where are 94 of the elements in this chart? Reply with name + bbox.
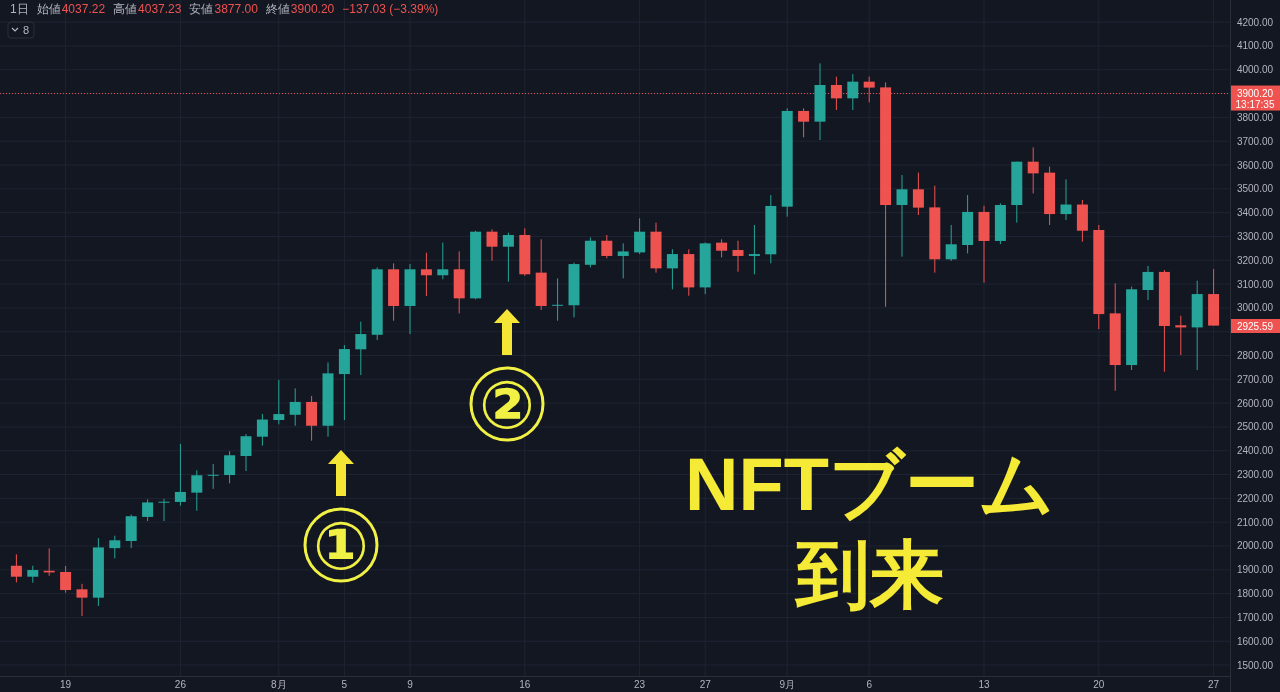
annotation: 8 — [23, 24, 30, 36]
candlestick — [486, 228, 498, 262]
candlestick — [240, 433, 252, 472]
y-tick-label: 3700.00 — [1236, 135, 1274, 147]
annotation: 4037.23 — [138, 2, 182, 16]
ref-line-label: 3900.20 — [1236, 88, 1274, 100]
candlestick — [420, 252, 432, 297]
candlestick — [732, 240, 744, 273]
candlestick — [437, 242, 449, 280]
y-tick-label: 1500.00 — [1236, 659, 1274, 671]
candlestick — [1027, 146, 1039, 194]
candlestick — [174, 443, 186, 507]
candlestick — [306, 395, 318, 442]
candlestick — [289, 387, 301, 427]
candlestick — [10, 553, 22, 583]
candlestick — [896, 174, 908, 258]
x-tick-label: 5 — [341, 679, 348, 690]
candlestick — [109, 535, 121, 559]
candlestick — [1175, 315, 1187, 356]
y-tick-label: 2300.00 — [1236, 469, 1274, 481]
x-tick-label: 6 — [866, 679, 873, 690]
text: 13:17:35 — [1235, 99, 1275, 111]
text: 2925.59 — [1236, 320, 1274, 332]
candlestick — [1142, 265, 1154, 301]
y-tick-label: 1700.00 — [1236, 611, 1274, 623]
candlestick — [142, 498, 154, 522]
y-tick-label: 2100.00 — [1236, 516, 1274, 528]
x-tick-label: 27 — [1208, 679, 1220, 690]
y-tick-label: 3600.00 — [1236, 159, 1274, 171]
candlestick — [798, 107, 810, 138]
candlestick — [224, 450, 236, 484]
candlestick — [256, 413, 268, 447]
y-tick-label: 4100.00 — [1236, 40, 1274, 52]
y-tick-label: 4200.00 — [1236, 16, 1274, 28]
x-tick-label: 23 — [634, 679, 646, 690]
annotation: 3877.00 — [214, 2, 259, 16]
annotation: 3900.20 — [290, 2, 335, 16]
candlestick — [502, 232, 514, 283]
annotation: 始値 — [36, 2, 61, 16]
x-tick-label: 19 — [60, 679, 72, 690]
candlestick — [158, 498, 170, 522]
x-tick-label: 9月 — [779, 679, 795, 690]
annotation: −137.03 (−3.39%) — [342, 2, 439, 16]
y-tick-label: 1600.00 — [1236, 635, 1274, 647]
candlestick — [617, 242, 629, 279]
candlestick — [207, 463, 219, 490]
candlestick — [666, 248, 678, 290]
annotation: 高値 — [113, 2, 138, 16]
x-tick-label: 20 — [1093, 679, 1105, 690]
x-tick-label: 13 — [978, 679, 990, 690]
y-tick-label: 2800.00 — [1236, 350, 1274, 361]
candlestick — [191, 469, 203, 512]
candlestick — [76, 583, 88, 617]
y-tick-label: 2700.00 — [1236, 373, 1274, 385]
candlestick — [552, 277, 564, 322]
candlestick — [601, 234, 613, 259]
y-tick-label: 1900.00 — [1236, 564, 1274, 576]
annotation: ② — [479, 367, 535, 444]
candlestick — [60, 565, 72, 594]
x-tick-label: 27 — [699, 679, 712, 690]
annotation: 安値 — [189, 2, 214, 16]
text: 到来 — [794, 533, 944, 616]
x-tick-label: 9 — [407, 679, 414, 690]
y-tick-label: 3300.00 — [1236, 230, 1274, 242]
annotation: 4037.22 — [61, 2, 106, 16]
candlestick — [847, 73, 859, 111]
candlestick — [273, 379, 285, 425]
x-tick-label: 26 — [174, 679, 187, 690]
y-tick-label: 1800.00 — [1236, 588, 1274, 600]
y-tick-label: 3500.00 — [1236, 183, 1274, 195]
annotation: 終値 — [264, 2, 290, 16]
y-tick-label: 4000.00 — [1236, 64, 1274, 76]
x-tick-label: 16 — [519, 679, 531, 690]
candlestick — [912, 172, 924, 216]
candlestick — [748, 224, 760, 275]
annotation: 1日 — [10, 2, 29, 16]
y-tick-label: 3100.00 — [1236, 278, 1274, 290]
candlestick — [1060, 178, 1072, 221]
y-tick-label: 2400.00 — [1236, 445, 1274, 457]
y-tick-label: 2500.00 — [1236, 421, 1274, 433]
candlestick — [716, 238, 728, 258]
y-tick-label: 3400.00 — [1236, 207, 1274, 219]
annotation: ① — [313, 508, 369, 585]
y-tick-label: 3800.00 — [1236, 111, 1274, 123]
y-tick-label: 2600.00 — [1236, 397, 1274, 409]
text: NFTブーム — [685, 443, 1055, 526]
candlestick — [355, 321, 367, 376]
candlestick — [634, 217, 646, 255]
x-tick-label: 8月 — [271, 679, 287, 690]
y-tick-label: 3000.00 — [1236, 302, 1274, 314]
y-tick-label: 2200.00 — [1236, 492, 1274, 504]
candlestick — [945, 224, 957, 262]
y-tick-label: 2000.00 — [1236, 540, 1274, 552]
y-tick-label: 3200.00 — [1236, 254, 1274, 266]
